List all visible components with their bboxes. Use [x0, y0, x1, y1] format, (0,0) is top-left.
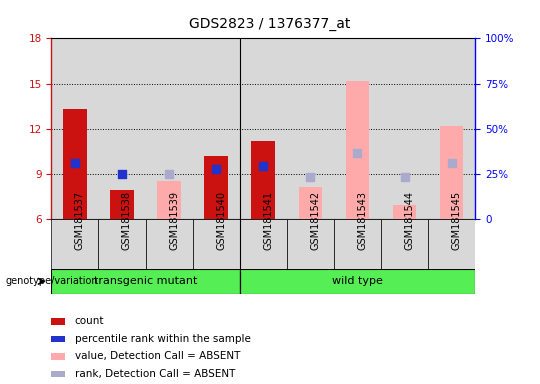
Text: GSM181542: GSM181542: [310, 191, 320, 250]
Bar: [346, 81, 369, 219]
Bar: [157, 181, 181, 219]
Bar: [334, 219, 381, 269]
Text: rank, Detection Call = ABSENT: rank, Detection Call = ABSENT: [75, 369, 235, 379]
Text: GSM181537: GSM181537: [75, 191, 85, 250]
Bar: [63, 109, 86, 219]
Text: percentile rank within the sample: percentile rank within the sample: [75, 334, 251, 344]
Text: GSM181539: GSM181539: [169, 191, 179, 250]
Bar: [240, 219, 287, 269]
Point: [353, 150, 362, 156]
Bar: [240, 269, 475, 294]
Bar: [145, 38, 193, 219]
Text: wild type: wild type: [332, 276, 383, 286]
Text: GSM181540: GSM181540: [216, 191, 226, 250]
Bar: [51, 269, 240, 294]
Bar: [51, 318, 65, 324]
Text: GSM181538: GSM181538: [122, 191, 132, 250]
Text: GSM181541: GSM181541: [264, 191, 273, 250]
Bar: [287, 38, 334, 219]
Bar: [98, 219, 145, 269]
Bar: [51, 353, 65, 360]
Bar: [240, 38, 287, 219]
Bar: [145, 219, 193, 269]
Point: [400, 174, 409, 180]
Point: [212, 166, 220, 172]
Bar: [440, 126, 463, 219]
Bar: [334, 38, 381, 219]
Point: [71, 160, 79, 166]
Bar: [51, 336, 65, 342]
Text: GSM181543: GSM181543: [357, 191, 367, 250]
Bar: [381, 38, 428, 219]
Bar: [51, 371, 65, 377]
Bar: [51, 38, 98, 219]
Bar: [428, 219, 475, 269]
Bar: [393, 205, 416, 219]
Point: [259, 163, 268, 169]
Text: count: count: [75, 316, 104, 326]
Point: [447, 160, 456, 166]
Bar: [287, 219, 334, 269]
Text: value, Detection Call = ABSENT: value, Detection Call = ABSENT: [75, 351, 240, 361]
Bar: [98, 38, 145, 219]
Text: GDS2823 / 1376377_at: GDS2823 / 1376377_at: [190, 17, 350, 31]
Bar: [51, 219, 98, 269]
Bar: [252, 141, 275, 219]
Point: [165, 170, 173, 177]
Bar: [204, 156, 228, 219]
Text: genotype/variation: genotype/variation: [5, 276, 98, 286]
Bar: [299, 187, 322, 219]
Text: GSM181545: GSM181545: [451, 191, 462, 250]
Text: transgenic mutant: transgenic mutant: [94, 276, 197, 286]
Text: GSM181544: GSM181544: [404, 191, 415, 250]
Bar: [110, 190, 134, 219]
Bar: [381, 219, 428, 269]
Point: [118, 170, 126, 177]
Bar: [193, 219, 240, 269]
Bar: [193, 38, 240, 219]
Bar: [428, 38, 475, 219]
Point: [306, 174, 315, 180]
